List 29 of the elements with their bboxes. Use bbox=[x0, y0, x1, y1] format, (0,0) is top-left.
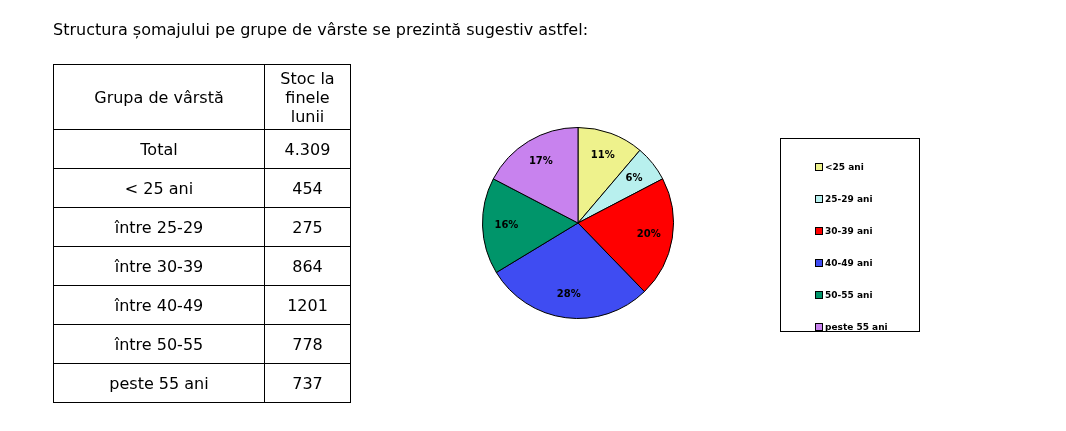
legend-label: 25-29 ani bbox=[825, 194, 873, 204]
text: 778 bbox=[292, 334, 323, 354]
text: 864 bbox=[292, 256, 323, 276]
category-label: între 30-39 bbox=[53, 246, 265, 286]
legend-label: <25 ani bbox=[825, 162, 864, 172]
category-label: < 25 ani bbox=[53, 168, 265, 208]
category-label: între 40-49 bbox=[53, 285, 265, 325]
text: 275 bbox=[292, 217, 323, 237]
text: 4.309 bbox=[284, 139, 331, 159]
data-label: 17% bbox=[528, 155, 553, 167]
data-label: 11% bbox=[590, 149, 615, 161]
data-label: 28% bbox=[556, 287, 581, 299]
legend-label: peste 55 ani bbox=[825, 322, 888, 332]
text: Structura șomajului pe grupe de vârste se prezintă sugestiv astfel: bbox=[53, 19, 589, 41]
legend-label: 30-39 ani bbox=[825, 226, 873, 236]
text: 454 bbox=[292, 178, 323, 198]
category-label: între 50-55 bbox=[53, 324, 265, 364]
text: Stoc la finele lunii bbox=[264, 64, 351, 130]
data-label: 20% bbox=[636, 228, 661, 240]
text: Grupa de vârstă bbox=[53, 64, 265, 130]
category-label: Total bbox=[53, 129, 265, 169]
legend-label: 50-55 ani bbox=[825, 290, 873, 300]
category-label: între 25-29 bbox=[53, 207, 265, 247]
data-label: 6% bbox=[625, 171, 643, 183]
text: 737 bbox=[292, 373, 323, 393]
legend-label: 40-49 ani bbox=[825, 258, 873, 268]
category-label: peste 55 ani bbox=[53, 363, 265, 403]
data-label: 16% bbox=[494, 218, 519, 230]
text: 1201 bbox=[287, 295, 328, 315]
